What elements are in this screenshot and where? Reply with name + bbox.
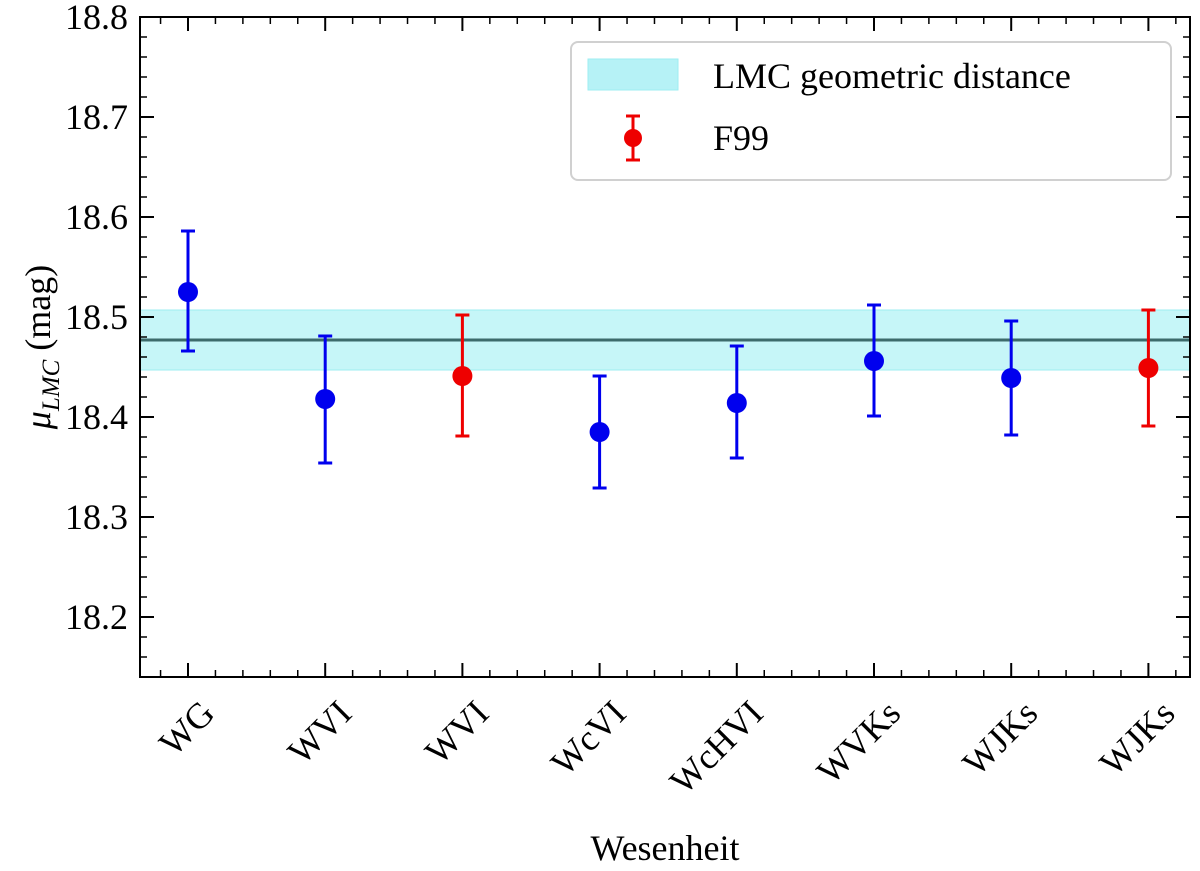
y-tick-label: 18.3: [65, 497, 128, 537]
data-point: [1138, 358, 1159, 378]
legend-frame: [570, 41, 1172, 181]
data-points-layer: [178, 229, 1159, 490]
data-point: [452, 366, 473, 386]
minor-ticks: [140, 17, 1190, 678]
legend: LMC geometric distance F99: [570, 41, 1172, 181]
data-point: [589, 422, 610, 442]
data-point: [726, 393, 747, 413]
legend-band-swatch: [587, 58, 679, 91]
data-point: [315, 389, 336, 409]
y-tick-label: 18.8: [65, 0, 128, 37]
legend-label-f99: F99: [713, 118, 769, 158]
data-point: [864, 351, 884, 371]
x-axis-label: Wesenheit: [590, 828, 739, 868]
y-tick-label: 18.6: [65, 197, 128, 237]
legend-f99-marker: [624, 129, 642, 147]
major-ticks: [140, 16, 1190, 677]
data-point: [178, 282, 198, 302]
y-tick-label: 18.5: [65, 297, 128, 337]
plot-frame: [139, 16, 1191, 678]
reference-band-layer: [139, 309, 1191, 371]
y-axis-label-symbol: μ: [18, 411, 58, 430]
y-tick-labels: 18.2 18.3 18.4 18.5 18.6 18.7 18.8: [65, 0, 128, 637]
y-tick-label: 18.2: [65, 597, 128, 637]
y-tick-label: 18.4: [65, 397, 128, 437]
data-point: [1001, 368, 1022, 388]
y-tick-label: 18.7: [65, 97, 128, 137]
y-axis-label: μLMC (mag): [18, 265, 65, 430]
legend-label-geometric-distance: LMC geometric distance: [713, 56, 1071, 96]
y-axis-label-unit: (mag): [18, 265, 58, 360]
y-axis-label-subscript: LMC: [38, 359, 65, 412]
